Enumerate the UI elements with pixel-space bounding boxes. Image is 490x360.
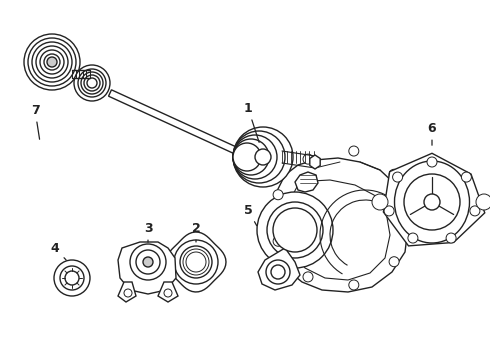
Text: 3: 3 [144,221,152,242]
Circle shape [60,266,84,290]
Circle shape [233,135,277,179]
Polygon shape [295,172,318,192]
Circle shape [273,236,283,246]
Circle shape [136,250,160,274]
Polygon shape [272,158,408,292]
Circle shape [303,272,313,282]
Circle shape [81,72,103,94]
Ellipse shape [394,161,469,243]
Circle shape [188,254,204,270]
Circle shape [470,206,480,216]
Circle shape [233,143,261,171]
Polygon shape [158,282,178,302]
Circle shape [130,244,166,280]
Polygon shape [109,90,253,161]
Circle shape [233,139,269,175]
Circle shape [180,246,212,278]
Circle shape [143,257,153,267]
Text: 1: 1 [244,102,259,142]
Circle shape [424,194,440,210]
Circle shape [28,38,76,86]
Circle shape [233,131,285,183]
Text: 6: 6 [428,122,436,145]
Circle shape [36,46,68,78]
Circle shape [349,280,359,290]
Circle shape [74,65,110,101]
Circle shape [24,34,80,90]
Polygon shape [383,153,485,246]
Circle shape [267,202,323,258]
Circle shape [44,54,60,70]
Circle shape [389,169,399,179]
Circle shape [392,172,403,182]
Text: 7: 7 [31,104,40,139]
Polygon shape [118,282,136,302]
Circle shape [183,249,209,275]
Circle shape [78,69,106,97]
Circle shape [389,257,399,267]
Circle shape [271,265,285,279]
Circle shape [476,194,490,210]
Circle shape [65,271,79,285]
Circle shape [174,240,218,284]
Polygon shape [258,248,300,290]
Circle shape [462,172,471,182]
Polygon shape [118,242,176,294]
Circle shape [349,146,359,156]
Circle shape [186,252,206,272]
Circle shape [32,42,72,82]
Circle shape [47,57,57,67]
Circle shape [233,127,293,187]
Polygon shape [288,180,390,280]
Circle shape [257,192,333,268]
Polygon shape [310,155,320,169]
Circle shape [266,260,290,284]
Circle shape [384,206,394,216]
Circle shape [255,149,271,165]
Circle shape [124,289,132,297]
Circle shape [54,260,90,296]
Text: 2: 2 [192,221,200,242]
Circle shape [372,194,388,210]
Circle shape [164,289,172,297]
Text: 4: 4 [50,242,66,260]
Circle shape [40,50,64,74]
Circle shape [405,213,415,223]
Circle shape [273,190,283,200]
Text: 5: 5 [244,203,257,226]
Circle shape [84,75,100,91]
Circle shape [408,233,418,243]
Circle shape [87,78,97,88]
Circle shape [281,216,309,244]
Circle shape [273,208,317,252]
Circle shape [303,154,313,164]
Circle shape [404,174,460,230]
Circle shape [427,157,437,167]
Polygon shape [166,232,226,292]
Circle shape [446,233,456,243]
